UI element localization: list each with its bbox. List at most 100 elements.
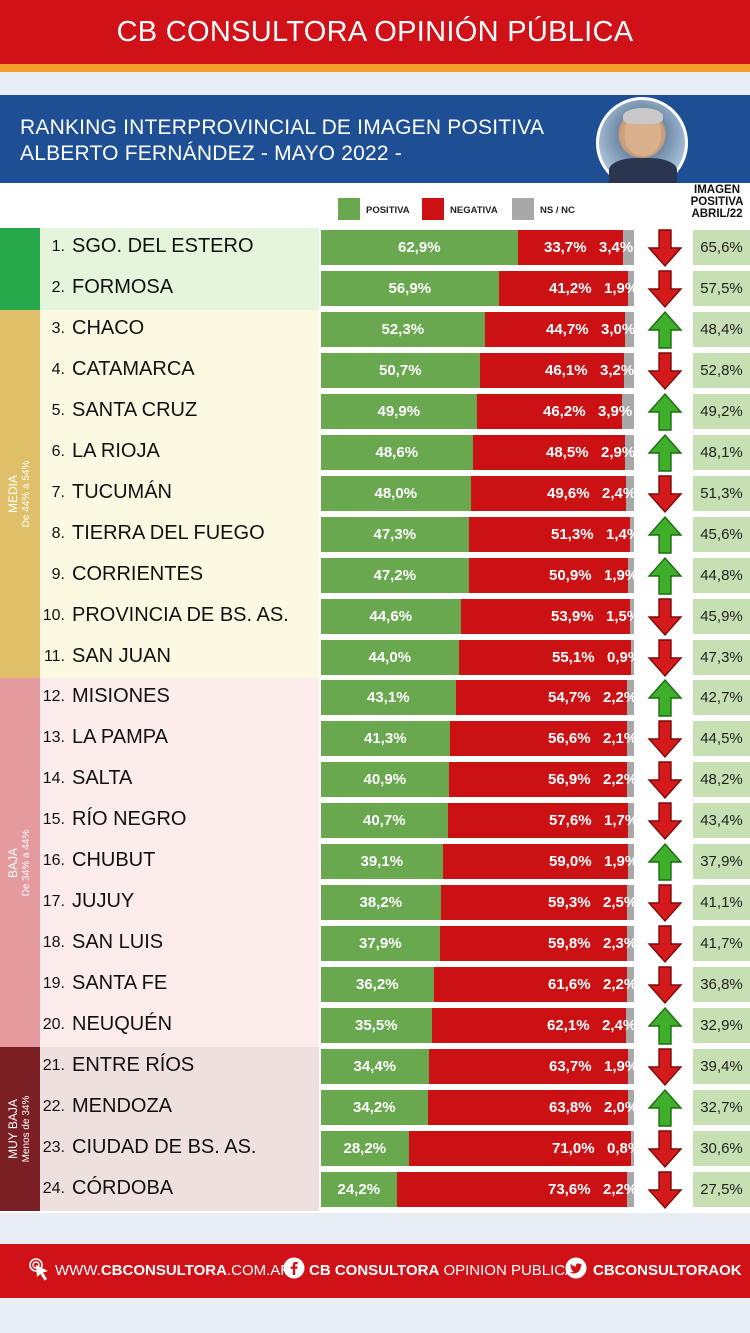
bar-negative: 44,7%	[485, 311, 625, 347]
group-band-2: MEDIA De 44% a 54%	[0, 309, 40, 679]
bar-negative: 51,3%	[469, 516, 630, 552]
value-positive: 39,1%	[360, 853, 404, 871]
province-name: ENTRE RÍOS	[72, 1054, 195, 1076]
province-name: LA RIOJA	[72, 439, 160, 462]
nsnc-label-clip: 2,2%	[603, 762, 634, 797]
april-value: 65,6%	[693, 230, 750, 265]
nsnc-label-clip: 1,5%	[606, 599, 634, 634]
nsnc-label-clip: 2,2%	[603, 967, 634, 1002]
group-zone-2	[40, 309, 319, 679]
bar-positive: 28,2%	[321, 1130, 409, 1166]
value-negative: 56,9%	[548, 771, 591, 789]
value-positive: 56,9%	[388, 279, 432, 297]
arrow-down-icon	[647, 720, 683, 759]
twitter-link[interactable]: CBCONSULTORAOK	[593, 1262, 742, 1279]
value-positive: 28,2%	[343, 1139, 387, 1157]
ranking-row: 3. CHACO 52,3% 44,7% 3,0% 48,4%	[0, 310, 750, 349]
nsnc-label-clip: 2,9%	[601, 435, 634, 470]
april-value: 48,2%	[693, 762, 750, 798]
stacked-bar: 36,2% 61,6% 2,2%	[321, 967, 634, 1003]
group-zone-3	[40, 678, 319, 1047]
stacked-bar: 40,7% 57,6% 1,7%	[321, 803, 634, 839]
bar-nsnc	[631, 1130, 634, 1166]
value-negative: 51,3%	[551, 525, 594, 543]
value-nsnc: 2,3%	[603, 935, 634, 953]
stacked-bar: 47,2% 50,9% 1,9%	[321, 557, 634, 593]
nsnc-label-clip: 0,9%	[607, 640, 634, 675]
april-value: 45,9%	[693, 598, 750, 634]
bar-negative: 50,9%	[469, 557, 628, 593]
stacked-bar: 49,9% 46,2% 3,9%	[321, 393, 634, 429]
value-negative: 57,6%	[549, 812, 592, 830]
website-suffix: .COM.AR	[226, 1262, 292, 1279]
rank-number: 16.	[42, 852, 65, 870]
arrow-down-icon	[647, 1171, 683, 1209]
value-positive: 41,3%	[364, 730, 407, 748]
rank-number: 14.	[42, 770, 65, 788]
rank-number: 20.	[42, 1016, 65, 1034]
bar-negative: 55,1%	[459, 639, 631, 675]
group-band-4: MUY BAJA Menos de 34%	[0, 1047, 40, 1211]
arrow-up-icon	[647, 679, 683, 718]
bar-positive: 40,9%	[321, 762, 449, 798]
stacked-bar: 47,3% 51,3% 1,4%	[321, 516, 634, 552]
nsnc-label-clip: 2,4%	[602, 476, 634, 511]
bar-negative: 41,2%	[499, 270, 628, 306]
nsnc-label-clip: 3,9%	[598, 394, 634, 429]
website-link[interactable]: WWW.CBCONSULTORA.COM.AR	[55, 1262, 291, 1279]
value-negative: 49,6%	[547, 484, 590, 502]
value-negative: 33,7%	[544, 239, 587, 256]
facebook-link[interactable]: CB CONSULTORA OPINION PUBLICA	[309, 1262, 575, 1279]
value-positive: 44,0%	[368, 648, 412, 666]
rank-number: 17.	[42, 893, 65, 911]
bar-nsnc	[630, 598, 634, 634]
nsnc-label-clip: 1,9%	[604, 844, 634, 879]
april-value: 42,7%	[693, 680, 750, 716]
value-negative: 71,0%	[552, 1139, 595, 1157]
nsnc-label-clip: 3,2%	[600, 353, 634, 388]
province-name: CORRIENTES	[72, 562, 204, 585]
arrow-down-icon	[647, 925, 683, 964]
bar-nsnc	[628, 844, 634, 880]
bar-positive: 24,2%	[321, 1171, 397, 1207]
stacked-bar: 41,3% 56,6% 2,1%	[321, 721, 634, 757]
stacked-bar: 40,9% 56,9% 2,2%	[321, 762, 634, 798]
ranking-row: 6. LA RIOJA 48,6% 48,5% 2,9% 48,1%	[0, 433, 750, 472]
province-name: SGO. DEL ESTERO	[72, 235, 254, 257]
rank-number: 19.	[42, 975, 65, 993]
bar-positive: 37,9%	[321, 926, 440, 962]
bar-negative: 56,9%	[449, 762, 627, 798]
bar-nsnc	[624, 352, 634, 388]
stacked-bar: 44,0% 55,1% 0,9%	[321, 639, 634, 675]
rank-number: 23.	[42, 1138, 65, 1156]
value-negative: 59,3%	[548, 894, 591, 912]
stacked-bar: 43,1% 54,7% 2,2%	[321, 680, 634, 716]
value-nsnc: 2,9%	[601, 443, 634, 461]
stacked-bar: 50,7% 46,1% 3,2%	[321, 352, 634, 388]
arrow-up-icon	[647, 433, 683, 472]
province-name: CÓRDOBA	[72, 1176, 174, 1199]
rank-number: 22.	[42, 1097, 65, 1115]
arrow-down-icon	[647, 352, 683, 390]
ranking-row: 17. JUJUY 38,2% 59,3% 2,5% 41,1%	[0, 884, 750, 923]
stacked-bar: 48,0% 49,6% 2,4%	[321, 475, 634, 511]
value-positive: 48,6%	[375, 443, 419, 461]
value-positive: 49,9%	[377, 402, 421, 420]
arrow-up-icon	[647, 1006, 683, 1045]
arrow-down-icon	[647, 270, 683, 308]
arrow-down-icon	[647, 638, 683, 677]
bar-nsnc	[627, 721, 634, 757]
value-nsnc: 3,9%	[598, 402, 633, 420]
rank-number: 10.	[42, 606, 65, 624]
bar-positive: 44,6%	[321, 598, 461, 634]
arrow-down-icon	[647, 1048, 683, 1087]
stacked-bar: 52,3% 44,7% 3,0%	[321, 311, 634, 347]
group-band-3: BAJA De 34% a 44%	[0, 678, 40, 1047]
april-value: 32,9%	[693, 1008, 750, 1044]
bar-negative: 48,5%	[473, 434, 625, 470]
nsnc-label-clip: 2,2%	[603, 680, 634, 715]
rank-number: 9.	[51, 565, 65, 583]
arrow-down-icon	[647, 229, 683, 268]
legend-swatch-positive	[338, 198, 360, 220]
province-name: PROVINCIA DE BS. AS.	[72, 603, 289, 626]
